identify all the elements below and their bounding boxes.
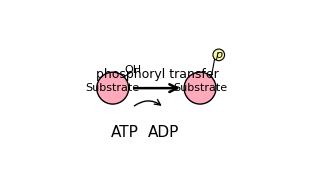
Circle shape — [184, 72, 216, 104]
Text: phosphoryl transfer: phosphoryl transfer — [96, 68, 219, 81]
Text: OH: OH — [124, 65, 141, 75]
Text: ADP: ADP — [148, 125, 180, 140]
Circle shape — [97, 72, 129, 104]
Text: ATP: ATP — [111, 125, 139, 140]
Circle shape — [213, 49, 225, 61]
Text: Substrate: Substrate — [173, 83, 227, 93]
FancyArrowPatch shape — [134, 100, 161, 106]
Text: Substrate: Substrate — [86, 83, 140, 93]
Text: p: p — [215, 50, 222, 60]
